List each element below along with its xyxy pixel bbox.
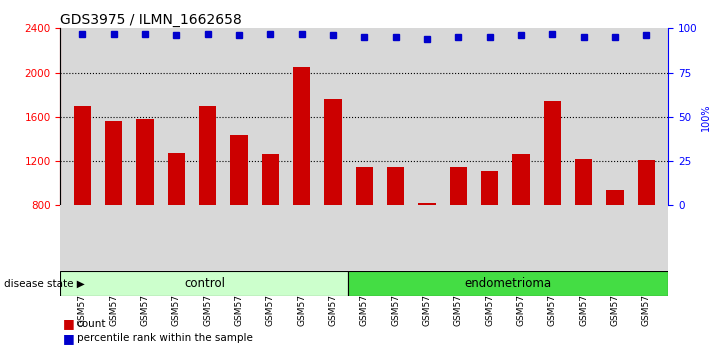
Bar <box>544 101 561 205</box>
Bar <box>199 106 216 205</box>
Bar <box>348 271 668 296</box>
Text: ■: ■ <box>63 332 75 344</box>
Bar <box>387 167 405 205</box>
Bar <box>262 154 279 205</box>
Bar <box>450 167 467 205</box>
Bar <box>481 171 498 205</box>
Text: GDS3975 / ILMN_1662658: GDS3975 / ILMN_1662658 <box>60 13 242 27</box>
Bar <box>324 99 342 205</box>
Bar <box>105 121 122 205</box>
Bar <box>168 153 185 205</box>
Bar <box>513 154 530 205</box>
Text: count: count <box>77 319 106 329</box>
Bar <box>638 160 655 205</box>
Bar <box>74 106 91 205</box>
Bar <box>137 119 154 205</box>
Text: control: control <box>184 277 225 290</box>
Text: endometrioma: endometrioma <box>465 277 552 290</box>
Text: ■: ■ <box>63 318 75 330</box>
Text: percentile rank within the sample: percentile rank within the sample <box>77 333 252 343</box>
Y-axis label: 100%: 100% <box>700 103 710 131</box>
Bar <box>575 159 592 205</box>
Bar <box>356 167 373 205</box>
Bar <box>60 271 348 296</box>
Bar <box>419 203 436 205</box>
Text: disease state ▶: disease state ▶ <box>4 279 85 289</box>
Bar <box>293 67 310 205</box>
Bar <box>230 135 247 205</box>
Bar <box>606 190 624 205</box>
